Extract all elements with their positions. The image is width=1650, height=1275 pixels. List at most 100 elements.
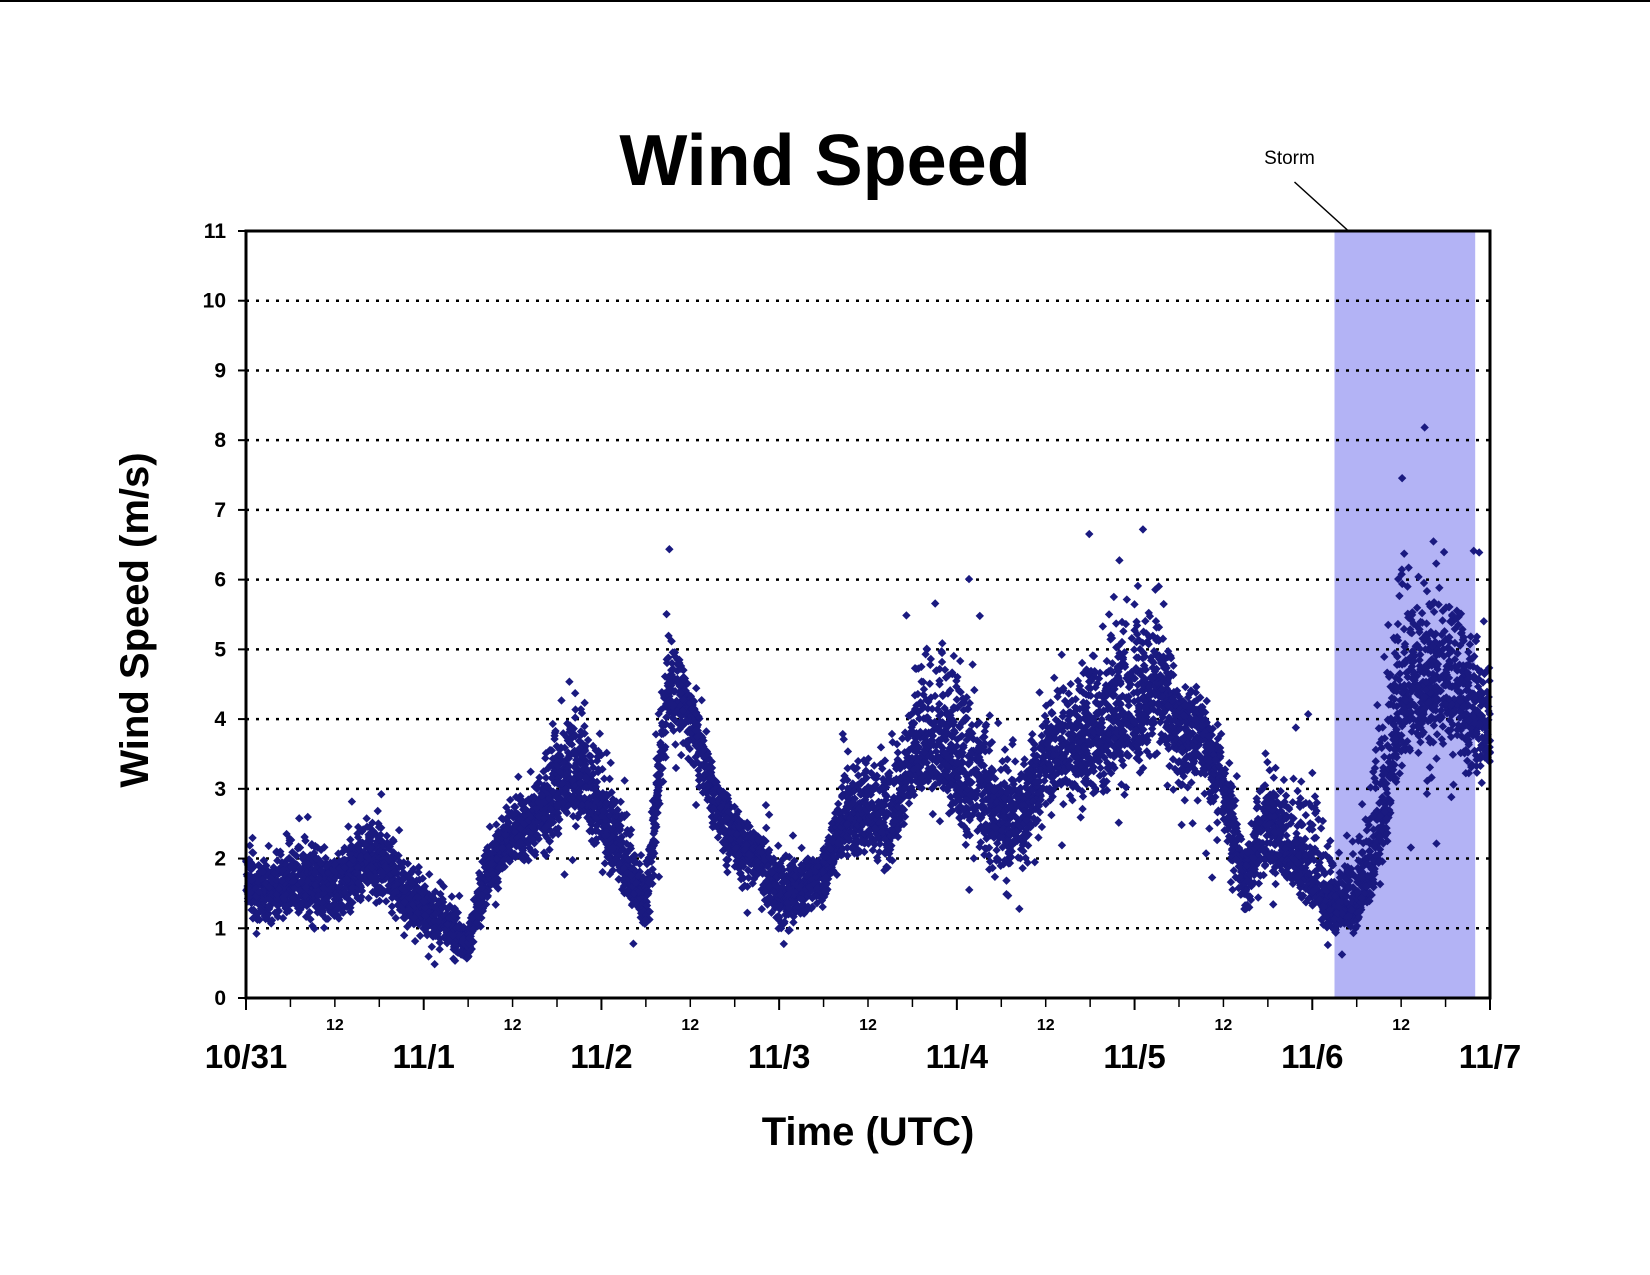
data-point [399,906,408,916]
data-point [323,868,333,878]
data-point [443,904,452,914]
data-point [365,823,374,832]
data-point [313,843,322,852]
data-point [276,881,286,891]
data-point [243,860,253,870]
data-point [447,892,457,901]
data-point [363,878,372,888]
data-point [303,812,312,822]
data-point [839,735,848,744]
data-point [367,863,377,872]
data-point [316,859,325,868]
data-point [399,858,408,867]
data-point [319,923,329,932]
data-point [248,848,258,858]
data-point [261,879,271,888]
data-point [409,920,419,929]
data-point [506,795,515,805]
data-point [443,920,452,929]
data-point [528,805,537,814]
data-point [504,855,513,864]
data-point [477,913,486,923]
data-point [368,828,377,837]
data-point [377,836,387,846]
data-point [469,924,478,934]
data-point [853,756,863,766]
data-point [381,897,391,906]
data-point [450,904,459,913]
data-point [410,936,420,946]
data-point [405,919,415,928]
data-point [964,574,974,584]
data-point [902,611,911,620]
data-point [407,867,417,876]
data-point [510,849,519,859]
data-point [344,822,353,831]
data-point [258,875,267,885]
data-point [400,886,410,895]
data-point [797,843,806,853]
data-point [262,861,271,870]
data-point [340,855,349,865]
data-point [400,897,409,907]
data-point [570,713,580,722]
data-point [435,938,445,947]
data-point [431,909,440,919]
data-point [410,913,419,922]
data-point [495,828,504,838]
data-point [280,895,289,904]
data-point [449,911,459,920]
data-point [518,854,527,863]
data-point [379,841,388,850]
data-point [757,904,767,914]
data-point [383,886,393,895]
data-point [378,849,388,858]
data-point [267,888,276,898]
data-point [480,851,489,861]
data-point [453,932,463,942]
data-point [779,939,788,949]
data-point [265,883,274,892]
data-point [368,857,377,867]
data-point [937,657,947,667]
data-point [968,660,977,669]
data-point [580,698,589,708]
data-point [355,879,364,889]
data-point [697,695,706,705]
data-point [344,871,353,881]
data-point [476,922,485,931]
data-point [280,878,289,888]
data-point [410,904,419,914]
data-point [557,696,566,705]
data-point [273,901,283,911]
data-point [383,864,392,874]
data-point [400,913,410,923]
data-point [472,918,481,927]
data-point [331,906,340,915]
data-point [334,849,343,858]
data-point [500,831,510,840]
data-point [595,729,605,738]
data-point [938,639,947,648]
data-point [367,851,377,861]
data-point [474,900,483,909]
data-point [419,919,428,928]
data-point [691,800,701,810]
data-point [327,871,337,881]
data-point [887,729,897,739]
data-point [330,859,340,869]
data-point [521,851,530,861]
data-point [246,858,256,867]
data-point [313,896,322,905]
data-point [405,905,414,915]
data-point [314,854,323,864]
data-point [274,884,284,894]
data-point [513,833,522,843]
data-point [347,797,357,806]
data-point [277,876,287,885]
data-point [485,822,495,831]
data-point [387,893,397,903]
data-point [548,719,557,729]
data-point [493,877,503,887]
data-point [420,882,430,891]
